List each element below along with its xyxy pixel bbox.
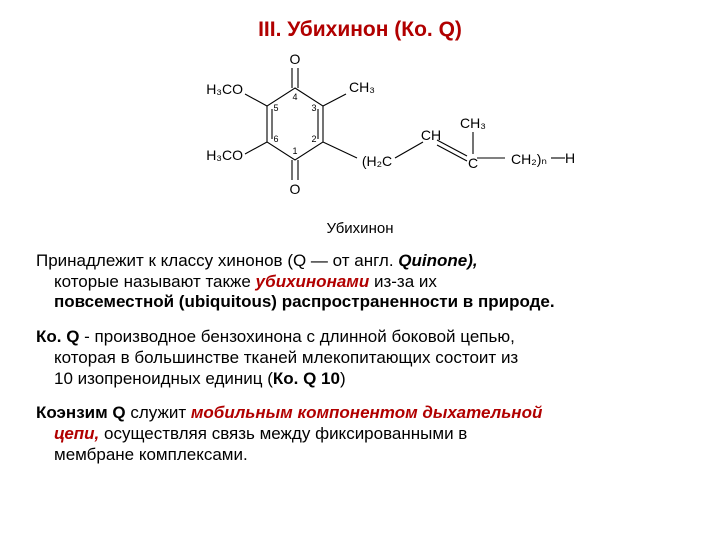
p3-mob2: цепи,: [54, 424, 99, 443]
p2-l3a: 10 изопреноидных единиц (: [54, 369, 273, 388]
p1-lead: Принадлежит к классу хинонов (Q — от анг…: [36, 251, 398, 270]
p1-l2b: из-за их: [369, 272, 437, 291]
ring-num-2: 2: [311, 134, 316, 144]
paragraph-2: Ко. Q - производное бензохинона с длинно…: [36, 327, 684, 389]
p3-l1a: служит: [126, 403, 191, 422]
diagram-caption: Убихинон: [36, 220, 684, 237]
label-o-bot: O: [290, 181, 301, 197]
p1-l3: повсеместной (ubiquitous) распространенн…: [54, 292, 555, 311]
p3-l2: осуществляя связь между фиксированными в: [99, 424, 467, 443]
label-meo-top: H₃CO: [206, 81, 243, 97]
label-chain-open: (H₂C: [362, 153, 392, 169]
slide-title: III. Убихинон (Ко. Q): [36, 18, 684, 42]
p3-l3: мембране комплексами.: [54, 445, 248, 464]
label-ch3-ring: CH₃: [349, 79, 375, 95]
ring-num-4: 4: [292, 92, 297, 102]
label-meo-bot: H₃CO: [206, 147, 243, 163]
p2-l1: - производное бензохинона с длинной боко…: [79, 327, 514, 346]
structure-diagram: O O H₃CO H₃CO CH₃ 1 2 3 4 5 6 (H₂C CH C …: [36, 48, 684, 218]
p1-quinone: Quinone),: [398, 251, 477, 270]
p1-ubiq: убихинонами: [256, 272, 370, 291]
label-ch2-close: CH₂)ₙ: [511, 151, 547, 167]
p2-l2: которая в большинстве тканей млекопитающ…: [54, 348, 518, 367]
p2-koq10: Ко. Q 10: [273, 369, 340, 388]
p3-mob: мобильным компонентом дыхательной: [191, 403, 543, 422]
p2-l3b: ): [340, 369, 346, 388]
slide: III. Убихинон (Ко. Q): [0, 0, 720, 540]
label-o-top: O: [290, 51, 301, 67]
p1-l2a: которые называют также: [54, 272, 256, 291]
label-c: C: [468, 155, 478, 171]
p3-koq: Коэнзим Q: [36, 403, 126, 422]
ring-num-1: 1: [292, 146, 297, 156]
label-ch3-end: CH₃: [460, 115, 486, 131]
ring-num-6: 6: [273, 134, 278, 144]
paragraph-1: Принадлежит к классу хинонов (Q — от анг…: [36, 251, 684, 313]
ring-num-5: 5: [273, 103, 278, 113]
label-h-end: H: [565, 150, 575, 166]
ubiquinone-structure-svg: O O H₃CO H₃CO CH₃ 1 2 3 4 5 6 (H₂C CH C …: [145, 48, 575, 218]
ring-num-3: 3: [311, 103, 316, 113]
p2-koq: Ко. Q: [36, 327, 79, 346]
label-ch: CH: [421, 127, 441, 143]
paragraph-3: Коэнзим Q служит мобильным компонентом д…: [36, 403, 684, 465]
